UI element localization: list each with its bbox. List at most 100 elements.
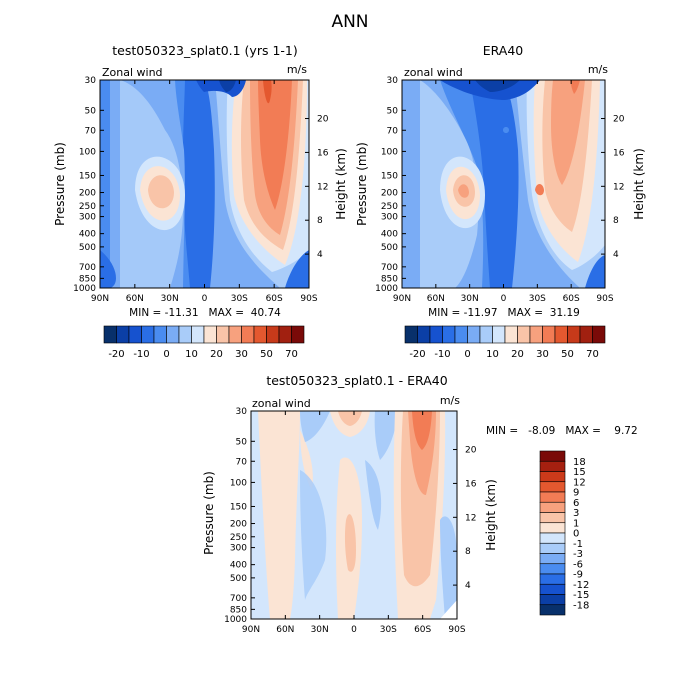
x-tick-label: 30S (380, 625, 397, 635)
colorbar-swatch (529, 325, 543, 344)
colorbar-model: -20 -10 0 10 20 30 50 70 (103, 325, 305, 360)
y-tick-label: 30 (236, 407, 248, 417)
colorbar-swatch (442, 325, 456, 344)
y-tick-label: 150 (79, 171, 96, 181)
colorbar-swatch (492, 325, 506, 344)
y-tick-label: 100 (381, 147, 398, 157)
height-tick-label: 20 (613, 115, 625, 125)
colorbar-swatch (266, 325, 280, 344)
x-tick-label: 0 (202, 294, 208, 304)
colorbar-label: -3 (573, 549, 583, 560)
colorbar-label: -9 (573, 570, 583, 581)
colorbar-swatch (504, 325, 518, 344)
height-axis-label: Height (km) (484, 479, 498, 550)
y-tick-label: 1000 (73, 284, 96, 294)
colorbar-label: 0 (163, 349, 169, 360)
contour-field (251, 411, 457, 619)
panel-era40: ERA40 zonal wind m/s 90N 60N 30N 0 30 (355, 43, 646, 319)
colorbar-swatch (539, 532, 566, 544)
colorbar-swatch (467, 325, 481, 344)
units-label: m/s (440, 394, 460, 407)
colorbar-swatch (241, 325, 255, 344)
x-tick-label: 30N (161, 294, 179, 304)
min-max-label: MIN = -11.97 MAX = 31.19 (428, 307, 580, 319)
axes: 90N 60N 30N 0 30S 60S 90S 30 50 70 100 150 200 250300… (224, 407, 477, 635)
y-tick-label: 50 (236, 437, 248, 447)
y-tick-label: 500 (230, 574, 247, 584)
height-tick-label: 16 (317, 148, 329, 158)
x-tick-label: 90S (448, 625, 465, 635)
colorbar-swatch (579, 325, 593, 344)
variable-label: zonal wind (404, 66, 463, 79)
x-tick-label: 90S (596, 294, 613, 304)
colorbar-swatch (153, 325, 167, 344)
y-tick-label: 1000 (224, 615, 247, 625)
y-tick-label: 50 (387, 106, 399, 116)
colorbar-swatch (417, 325, 431, 344)
x-tick-label: 90S (300, 294, 317, 304)
y-tick-label: 70 (236, 457, 248, 467)
colorbar-swatch (166, 325, 180, 344)
colorbar-label: 10 (486, 349, 499, 360)
colorbar-swatch (191, 325, 205, 344)
y-tick-label: 700 (79, 263, 96, 273)
y-tick-label: 850 (79, 274, 96, 284)
colorbar-swatch (128, 325, 142, 344)
contour-field (402, 80, 605, 288)
y-tick-label: 150 (381, 171, 398, 181)
y-tick-label: 850 (230, 605, 247, 615)
x-tick-label: 0 (351, 625, 357, 635)
colorbar-label: 50 (260, 349, 273, 360)
y-tick-label: 400 (381, 230, 398, 240)
panel-difference: test050323_splat0.1 - ERA40 zonal wind m… (202, 373, 638, 635)
colorbar-swatch (228, 325, 242, 344)
colorbar-label: 50 (561, 349, 574, 360)
colorbar-swatch (216, 325, 230, 344)
colorbar-swatch (116, 325, 130, 344)
colorbar-label: 10 (185, 349, 198, 360)
colorbar-swatch (404, 325, 418, 344)
x-tick-label: 90N (91, 294, 109, 304)
colorbar-swatch (539, 563, 566, 575)
height-tick-label: 12 (465, 513, 476, 523)
axes: 90N 60N 30N 0 30S 60S 90S 30 50 70 100 150 200 250300… (375, 76, 625, 304)
colorbar-swatch (203, 325, 217, 344)
colorbar-swatch (539, 522, 566, 534)
y-tick-label: 700 (381, 263, 398, 273)
y-tick-label: 1000 (375, 284, 398, 294)
panel-title: test050323_splat0.1 - ERA40 (266, 373, 447, 388)
colorbar-swatch (253, 325, 267, 344)
colorbar-label: 0 (464, 349, 470, 360)
colorbar-label: -18 (573, 600, 589, 611)
colorbar-swatch (539, 604, 566, 616)
colorbar-label: 15 (573, 467, 586, 478)
colorbar-swatch (278, 325, 292, 344)
y-tick-label: 250 (79, 202, 96, 212)
colorbar-swatch (539, 491, 566, 503)
variable-label: Zonal wind (102, 66, 163, 79)
x-tick-label: 60N (427, 294, 445, 304)
colorbar-label: 6 (573, 498, 579, 509)
y-tick-label: 300 (381, 213, 398, 223)
colorbar-swatch (291, 325, 305, 344)
colorbar-label: -6 (573, 559, 583, 570)
x-tick-label: 60S (414, 625, 431, 635)
x-tick-label: 60S (266, 294, 283, 304)
colorbar-label: 0 (573, 529, 579, 540)
colorbar-label: 18 (573, 457, 586, 468)
colorbar-label: 70 (285, 349, 298, 360)
colorbar-swatch (554, 325, 568, 344)
y-tick-label: 500 (79, 243, 96, 253)
colorbar-label: 1 (573, 518, 579, 529)
x-tick-label: 30S (231, 294, 248, 304)
height-tick-label: 12 (613, 182, 624, 192)
colorbar-swatch (103, 325, 117, 344)
y-tick-label: 30 (387, 76, 399, 86)
y-tick-label: 200 (79, 189, 96, 199)
panel-title: ERA40 (483, 43, 524, 58)
colorbar-label: -15 (573, 590, 589, 601)
x-tick-label: 0 (501, 294, 507, 304)
units-label: m/s (287, 63, 307, 76)
variable-label: zonal wind (252, 397, 311, 410)
